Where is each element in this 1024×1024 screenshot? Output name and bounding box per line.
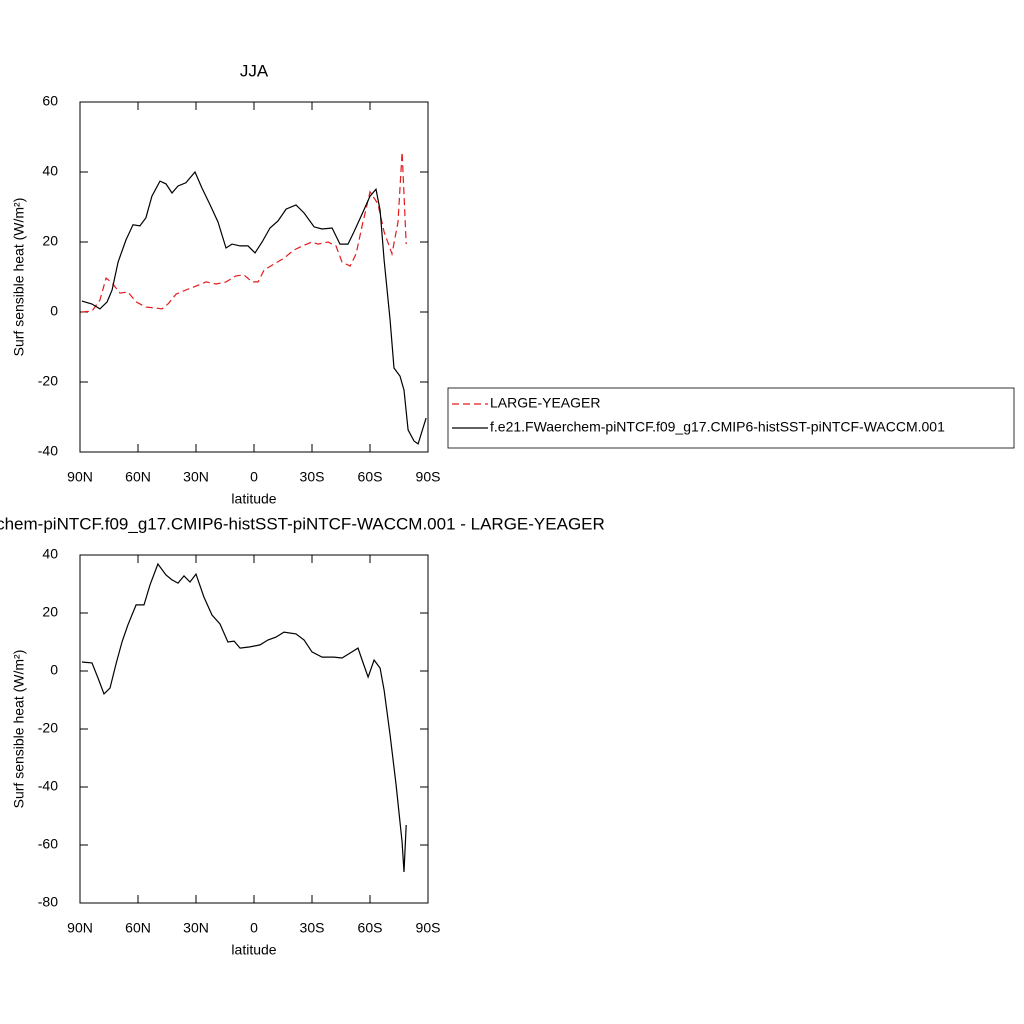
y-tick-label: -20 — [38, 720, 58, 736]
x-tick-label: 60S — [358, 469, 383, 485]
x-tick-label: 60N — [125, 920, 151, 936]
y-tick-label: 20 — [42, 233, 58, 249]
x-tick-label: 30S — [300, 469, 325, 485]
y-tick-label: 60 — [42, 93, 58, 109]
legend-label: f.e21.FWaerchem-piNTCF.f09_g17.CMIP6-his… — [490, 419, 945, 435]
y-axis-label: Surf sensible heat (W/m²) — [11, 198, 27, 357]
y-tick-label: 0 — [50, 303, 58, 319]
y-tick-label: 40 — [42, 546, 58, 562]
y-axis-label: Surf sensible heat (W/m²) — [11, 650, 27, 809]
y-tick-label: -40 — [38, 778, 58, 794]
x-tick-label: 30N — [183, 469, 209, 485]
plot-frame — [79, 554, 429, 904]
data-line — [81, 170, 427, 445]
x-tick-label: 90S — [416, 920, 441, 936]
data-line — [81, 562, 407, 873]
x-axis-label: latitude — [231, 491, 276, 507]
x-tick-label: 90N — [67, 469, 93, 485]
y-tick-label: 40 — [42, 163, 58, 179]
x-tick-label: 0 — [250, 920, 258, 936]
x-tick-label: 30S — [300, 920, 325, 936]
y-tick-label: -40 — [38, 443, 58, 459]
x-tick-label: 30N — [183, 920, 209, 936]
chart-title: f.e21.FWaerchem-piNTCF.f09_g17.CMIP6-his… — [0, 514, 605, 533]
x-tick-label: 90N — [67, 920, 93, 936]
legend-label: LARGE-YEAGER — [490, 395, 600, 411]
x-axis-label: latitude — [231, 942, 276, 958]
data-line — [81, 152, 407, 313]
y-tick-label: -20 — [38, 373, 58, 389]
y-tick-label: -80 — [38, 894, 58, 910]
y-tick-label: 20 — [42, 604, 58, 620]
x-tick-label: 90S — [416, 469, 441, 485]
y-tick-label: 0 — [50, 662, 58, 678]
plot-frame — [79, 101, 429, 453]
y-tick-label: -60 — [38, 836, 58, 852]
x-tick-label: 60N — [125, 469, 151, 485]
legend-box — [447, 387, 1015, 449]
x-tick-label: 0 — [250, 469, 258, 485]
chart-title: JJA — [240, 61, 269, 80]
x-tick-label: 60S — [358, 920, 383, 936]
